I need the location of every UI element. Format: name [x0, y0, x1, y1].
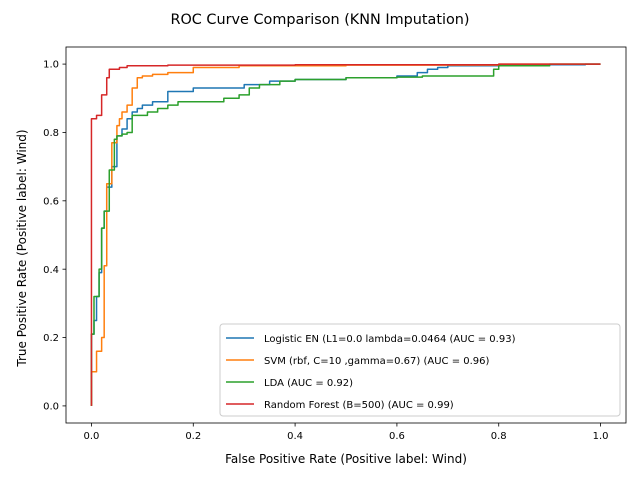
- legend-label-2: SVM (rbf, C=10 ,gamma=0.67) (AUC = 0.96): [264, 356, 490, 367]
- x-tick-label: 1.0: [593, 431, 609, 442]
- legend-label-3: LDA (AUC = 0.92): [264, 378, 353, 389]
- series-line-3: [90, 63, 601, 406]
- y-tick-label: 0.6: [43, 196, 59, 207]
- plot-area: 0.0 0.2 0.4 0.6 0.8 1.0 0.0 0.2 0.4 0.6 0.8 1.0 Logi…: [43, 46, 627, 442]
- x-tick-label: 0.8: [491, 431, 507, 442]
- y-tick-label: 1.0: [43, 60, 59, 71]
- y-tick-label: 0.4: [43, 265, 59, 276]
- legend-box: [219, 323, 621, 417]
- x-tick-label: 0.2: [185, 431, 201, 442]
- x-tick-label: 0.0: [84, 431, 100, 442]
- y-tick-label: 0.2: [43, 333, 59, 344]
- y-axis-label: True Positive Rate (Positive label: Wind…: [15, 129, 29, 367]
- legend-label-4: Random Forest (B=500) (AUC = 0.99): [264, 400, 454, 411]
- chart-title: ROC Curve Comparison (KNN Imputation): [170, 12, 469, 28]
- series-line-4: [90, 63, 601, 406]
- x-tick-label: 0.4: [287, 431, 303, 442]
- x-axis-label: False Positive Rate (Positive label: Win…: [225, 452, 467, 466]
- y-tick-label: 0.8: [43, 128, 59, 139]
- plot-frame: [65, 46, 627, 424]
- series-line-2: [90, 63, 601, 406]
- x-tick-label: 0.6: [389, 431, 405, 442]
- legend-label-1: Logistic EN (L1=0.0 lambda=0.0464 (AUC =…: [264, 334, 516, 345]
- y-tick-label: 0.0: [43, 402, 59, 413]
